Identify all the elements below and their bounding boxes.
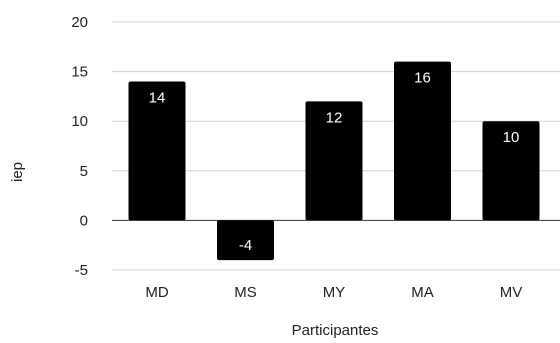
x-category-label: MY	[323, 284, 346, 301]
bar-md	[128, 81, 186, 221]
bars	[128, 61, 540, 261]
x-category-label: MA	[411, 284, 434, 301]
y-axis-title: iep	[9, 162, 26, 182]
bar-mv	[482, 121, 540, 221]
y-tick-label: -5	[75, 262, 88, 279]
data-label-md: 14	[149, 90, 166, 107]
y-tick-label: 10	[71, 113, 88, 130]
data-label-ma: 16	[414, 70, 431, 87]
bar-ms	[217, 220, 274, 261]
data-labels: 14 -4 12 16 10	[149, 70, 520, 254]
x-category-label: MD	[145, 284, 168, 301]
y-tick-label: 0	[80, 212, 88, 229]
bar-ma	[394, 61, 451, 221]
data-label-mv: 10	[503, 129, 520, 146]
x-category-label: MV	[500, 284, 523, 301]
bar-my	[305, 101, 363, 221]
x-axis-categories: MD MS MY MA MV	[145, 284, 522, 301]
x-axis-title: Participantes	[292, 322, 379, 339]
data-label-my: 12	[326, 109, 343, 126]
y-tick-label: 15	[71, 64, 88, 81]
y-axis-ticks: -5 0 5 10 15 20	[71, 14, 88, 279]
data-label-ms: -4	[239, 237, 252, 254]
y-tick-label: 20	[71, 14, 88, 31]
y-tick-label: 5	[80, 163, 88, 180]
x-category-label: MS	[234, 284, 257, 301]
